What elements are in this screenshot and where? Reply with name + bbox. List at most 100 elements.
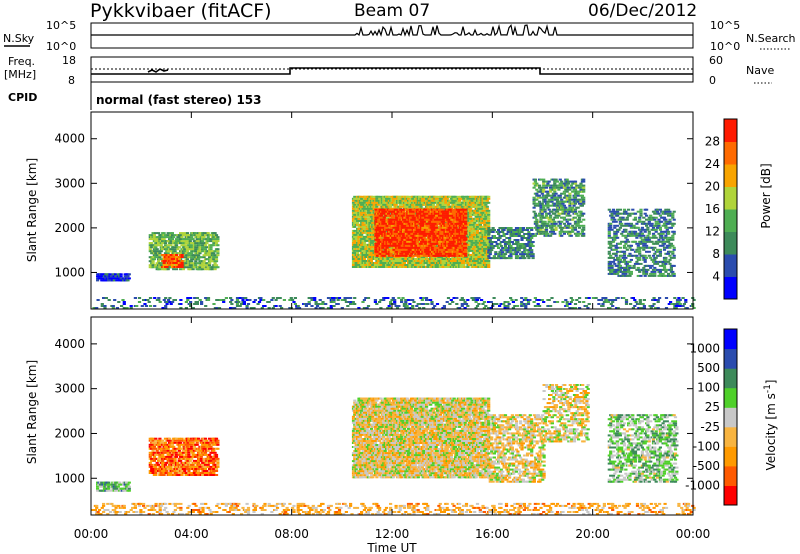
power-data-cell — [362, 235, 367, 238]
power-data-cell — [173, 299, 177, 301]
power-data-cell — [184, 240, 188, 243]
power-data-cell — [638, 301, 642, 303]
power-data-cell — [151, 266, 155, 269]
power-data-cell — [179, 268, 183, 271]
power-data-cell — [459, 264, 463, 266]
power-data-cell — [611, 301, 615, 303]
power-data-cell — [487, 201, 491, 204]
power-data-cell — [214, 256, 219, 259]
freq-nave-strip: Freq. [MHz] 18 8 60 0 Nave — [4, 54, 774, 87]
power-data-cell — [313, 299, 317, 301]
power-data-cell — [393, 301, 397, 303]
power-data-cell — [455, 264, 459, 266]
power-data-cell — [445, 197, 449, 200]
power-data-cell — [448, 303, 452, 305]
power-data-cell — [321, 301, 325, 303]
power-data-cell — [419, 262, 423, 264]
power-data-cell — [677, 301, 681, 303]
power-data-cell — [329, 307, 333, 309]
power-data-cell — [374, 208, 378, 211]
power-data-cell — [174, 268, 179, 271]
power-data-cell — [365, 199, 369, 202]
power-data-cell — [157, 232, 161, 235]
power-data-cell — [148, 238, 152, 241]
power-data-cell — [216, 252, 220, 255]
power-data-cell — [154, 246, 158, 249]
power-data-cell — [173, 248, 177, 251]
power-data-cell — [356, 215, 360, 218]
power-data-cell — [511, 307, 515, 309]
power-data-cell — [484, 305, 488, 307]
power-data-cell — [343, 299, 347, 301]
power-data-cell — [422, 264, 426, 266]
power-data-cell — [159, 258, 163, 261]
power-data-cell — [163, 242, 168, 245]
power-data-cell — [173, 252, 177, 255]
power-data-cell — [181, 268, 185, 271]
power-data-cell — [165, 262, 169, 265]
power-data-cell — [353, 195, 357, 198]
power-data-cell — [397, 254, 402, 257]
power-data-cell — [357, 227, 361, 230]
power-data-cell — [674, 307, 678, 309]
power-data-cell — [400, 264, 404, 266]
power-data-cell — [462, 197, 466, 200]
power-data-cell — [315, 305, 320, 307]
power-data-cell — [161, 248, 165, 251]
power-data-cell — [542, 301, 546, 303]
power-data-cell — [289, 297, 293, 299]
power-data-cell — [389, 244, 393, 247]
power-data-cell — [569, 297, 573, 299]
power-data-cell — [498, 305, 502, 307]
power-data-cell — [386, 236, 391, 239]
power-data-cell — [495, 303, 499, 305]
power-data-cell — [422, 266, 426, 268]
power-data-cell — [388, 208, 392, 211]
power-data-cell — [476, 229, 480, 232]
power-data-cell — [367, 235, 371, 238]
power-data-cell — [204, 305, 208, 307]
power-data-cell — [514, 299, 518, 301]
power-data-cell — [440, 197, 444, 200]
power-data-cell — [148, 234, 152, 237]
power-data-cell — [183, 260, 187, 263]
power-data-cell — [148, 305, 153, 307]
power-data-cell — [405, 305, 409, 307]
power-data-cell — [477, 262, 481, 264]
power-data-cell — [455, 303, 459, 305]
power-data-cell — [667, 303, 671, 305]
power-data-cell — [442, 205, 447, 208]
power-data-cell — [487, 213, 491, 216]
power-data-cell — [469, 197, 473, 200]
power-data-cell — [257, 301, 262, 303]
power-data-cell — [408, 264, 412, 266]
power-data-cell — [351, 201, 356, 204]
power-data-cell — [293, 297, 297, 299]
power-data-cell — [674, 305, 678, 307]
power-data-cell — [478, 243, 482, 246]
power-data-cell — [195, 301, 199, 303]
power-data-cell — [550, 297, 554, 299]
power-data-cell — [212, 258, 216, 261]
power-data-cell — [154, 250, 158, 253]
power-data-cell — [387, 305, 391, 307]
power-data-cell — [216, 244, 220, 247]
power-data-cell — [187, 256, 191, 259]
power-data-cell — [175, 262, 179, 264]
power-data-cell — [396, 260, 400, 262]
power-data-cell — [481, 221, 485, 224]
power-data-cell — [159, 264, 163, 267]
power-data-cell — [353, 225, 357, 228]
power-data-cell — [601, 297, 605, 299]
power-data-cell — [393, 260, 397, 262]
power-data-cell — [180, 266, 184, 268]
power-data-cell — [191, 242, 195, 245]
power-data-cell — [395, 250, 399, 253]
power-data-cell — [502, 303, 506, 305]
power-data-cell — [157, 299, 161, 301]
power-data-cell — [206, 297, 211, 299]
power-data-cell — [394, 203, 398, 206]
power-data-cell — [376, 195, 380, 198]
power-data-cell — [481, 209, 485, 212]
power-data-cell — [416, 256, 420, 258]
